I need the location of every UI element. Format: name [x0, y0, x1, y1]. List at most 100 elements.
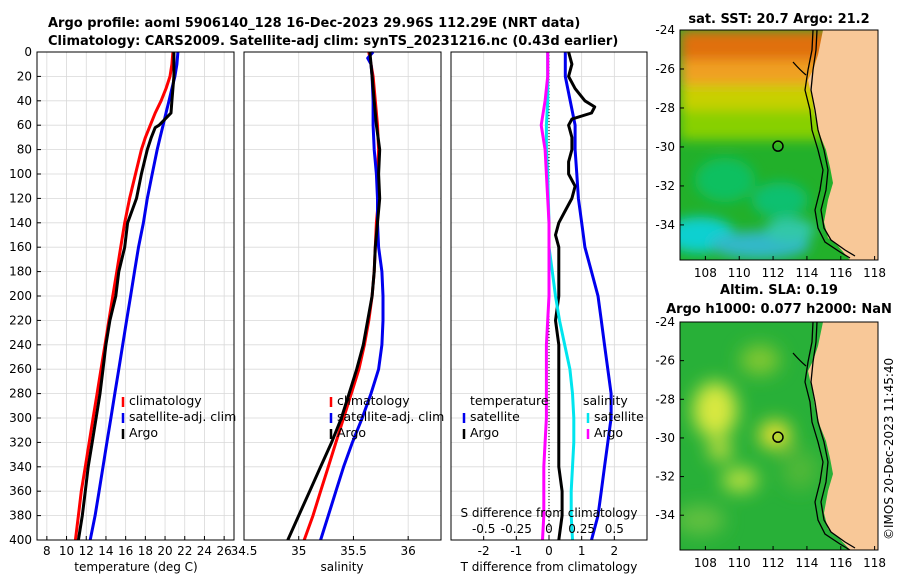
map-y-tick-label: -28	[655, 392, 675, 406]
x-tick-label: 18	[138, 544, 153, 558]
x-tick-label: 36	[401, 544, 416, 558]
depth-tick-label: 60	[17, 118, 32, 132]
s-diff-xlabel: S difference from climatology	[461, 506, 638, 520]
map-y-tick-label: -24	[655, 23, 675, 37]
map-y-tick-label: -34	[655, 508, 675, 522]
map-y-tick-label: -32	[655, 179, 675, 193]
depth-tick-label: 340	[9, 460, 32, 474]
depth-tick-label: 220	[9, 313, 32, 327]
difference-panel: -2 -1 0 1 2 -0.5 -0.25 0 0.25 0.5 S difference f…	[450, 51, 648, 574]
x-tick-label: 35	[291, 544, 306, 558]
series-line-argo	[76, 52, 176, 541]
sla-map: Altim. SLA: 0.19 Argo h1000: 0.077 h2000…	[655, 283, 891, 570]
s-diff-tick-label: 0.25	[568, 522, 595, 536]
difference-x-ticks: -2 -1 0 1 2	[478, 536, 618, 558]
depth-tick-label: 20	[17, 69, 32, 83]
s-diff-tick-label: -0.25	[501, 522, 532, 536]
contour-1	[804, 322, 851, 550]
header-line-1: Argo profile: aoml 5906140_128 16-Dec-20…	[48, 16, 580, 31]
depth-ticks: 0 20 40 60 80 100 120 140 160 180 200 220 240 260 280 3…	[9, 45, 41, 547]
x-tick-label: 24	[197, 544, 212, 558]
sla-map-title-2: Argo h1000: 0.077 h2000: NaN	[666, 302, 892, 317]
map-y-tick-label: -32	[655, 470, 675, 484]
salinity-legend: climatology satellite-adj. clim Argo	[329, 393, 444, 440]
x-tick-label: 35.5	[340, 544, 367, 558]
abrolhos-islands	[792, 61, 807, 76]
legend-label-satellite: satellite-adj. clim	[337, 409, 444, 424]
x-tick-label: 34.5	[231, 544, 258, 558]
depth-tick-label: 400	[9, 533, 32, 547]
depth-tick-label: 260	[9, 362, 32, 376]
series-line-satellite-adj-clim	[88, 51, 180, 541]
sst-field	[680, 30, 878, 260]
salinity-axes-box	[243, 51, 442, 541]
x-tick-label: -2	[478, 544, 490, 558]
series-line-climatology	[73, 51, 175, 541]
legend-label-s-satellite: satellite	[594, 409, 644, 424]
x-tick-label: 22	[177, 544, 192, 558]
land-australia	[808, 322, 878, 550]
depth-tick-label: 320	[9, 435, 32, 449]
map-y-tick-label: -30	[655, 140, 675, 154]
sst-map-y-ticks: -24 -26 -28 -30 -32 -34	[655, 23, 684, 232]
s-diff-tick-label: 0	[545, 522, 553, 536]
depth-tick-label: 160	[9, 240, 32, 254]
x-tick-label: 16	[118, 544, 133, 558]
sla-map-frame	[679, 321, 879, 551]
sst-map-title: sat. SST: 20.7 Argo: 21.2	[688, 12, 869, 27]
map-x-tick-label: 108	[694, 556, 717, 570]
depth-tick-label: 240	[9, 338, 32, 352]
header-line-2: Climatology: CARS2009. Satellite-adj cli…	[48, 34, 618, 49]
legend-label-t-satellite: satellite	[470, 409, 520, 424]
map-x-tick-label: 118	[863, 266, 886, 280]
argo-float-marker	[772, 431, 784, 443]
legend-label-satellite: satellite-adj. clim	[129, 409, 236, 424]
depth-tick-label: 100	[9, 167, 32, 181]
salinity-lines	[286, 51, 385, 541]
difference-legend: temperature satellite Argo salinity sate…	[462, 393, 644, 440]
series-line-temperature-argo	[554, 51, 597, 541]
contour-2	[810, 30, 856, 257]
abrolhos-islands	[792, 352, 807, 367]
x-tick-label: 2	[611, 544, 619, 558]
legend-label-argo: Argo	[129, 425, 158, 440]
x-tick-label: 1	[578, 544, 586, 558]
sst-map-frame	[679, 29, 879, 261]
x-tick-label: 26	[217, 544, 232, 558]
map-y-tick-label: -26	[655, 62, 675, 76]
series-line-salinity-argo	[539, 52, 551, 541]
t-diff-xlabel: T difference from climatology	[460, 560, 638, 574]
map-y-tick-label: -30	[655, 431, 675, 445]
sla-map-title-1: Altim. SLA: 0.19	[720, 283, 838, 298]
depth-tick-label: 280	[9, 387, 32, 401]
temperature-x-ticks: 8 10 12 14 16 18 20 22 24 26	[43, 536, 232, 558]
legend-label-s-argo: Argo	[594, 425, 623, 440]
map-x-tick-label: 110	[728, 556, 751, 570]
depth-tick-label: 180	[9, 265, 32, 279]
map-x-tick-label: 116	[829, 556, 852, 570]
depth-tick-label: 120	[9, 191, 32, 205]
salinity-panel: 34.5 35 35.5 36 salinity climatology satell…	[231, 51, 444, 574]
map-x-tick-label: 108	[694, 266, 717, 280]
s-diff-tick-label: 0.5	[605, 522, 624, 536]
imos-watermark: ©IMOS 20-Dec-2023 11:45:40	[882, 358, 896, 540]
depth-tick-label: 360	[9, 484, 32, 498]
salinity-diff-ticks: -0.5 -0.25 0 0.25 0.5	[472, 522, 624, 536]
depth-tick-label: 200	[9, 289, 32, 303]
map-y-tick-label: -24	[655, 315, 675, 329]
map-x-tick-label: 118	[863, 556, 886, 570]
contour-1	[804, 30, 851, 259]
depth-tick-label: 140	[9, 216, 32, 230]
sla-map-x-ticks: 108 110 112 114 116 118	[694, 546, 886, 570]
x-tick-label: -1	[510, 544, 522, 558]
s-diff-tick-label: -0.5	[472, 522, 495, 536]
temperature-grid	[37, 51, 234, 541]
contour-2	[810, 322, 856, 549]
map-x-tick-label: 110	[728, 266, 751, 280]
legend-label-t-argo: Argo	[470, 425, 499, 440]
salinity-x-ticks: 34.5 35 35.5 36	[231, 536, 416, 558]
map-x-tick-label: 112	[762, 266, 785, 280]
depth-tick-label: 40	[17, 94, 32, 108]
sst-map-x-ticks: 108 110 112 114 116 118	[694, 256, 886, 280]
